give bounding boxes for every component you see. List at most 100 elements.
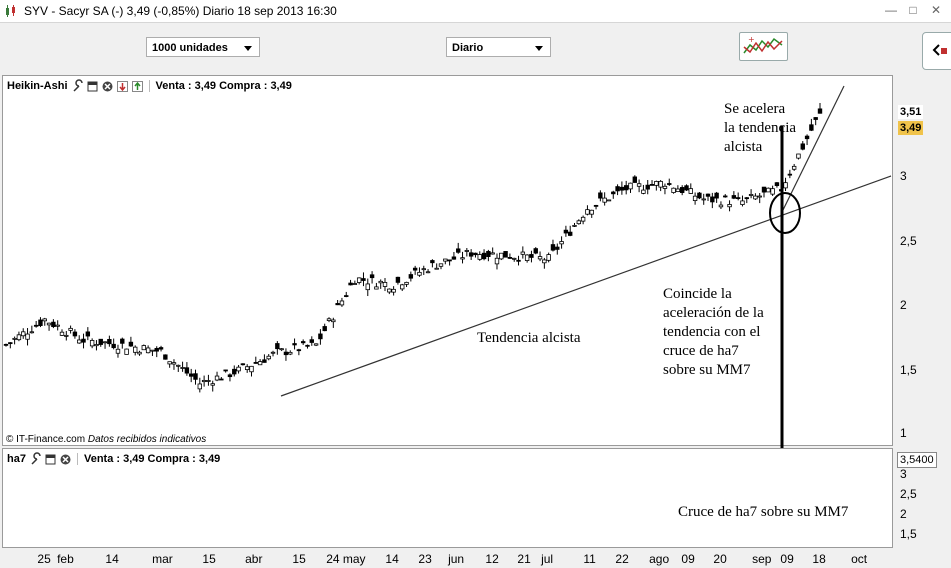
candle-body [150, 349, 155, 352]
indicator-panel[interactable]: ha7 Venta : 3,49 Compra : 3,49 [2, 448, 893, 548]
candle-body [240, 363, 246, 366]
close-circle-icon[interactable] [60, 454, 71, 465]
candle-body [223, 369, 228, 372]
candle-body [412, 267, 418, 271]
candle-body [761, 186, 767, 193]
candle-body [128, 341, 134, 347]
candle-body [219, 378, 224, 381]
candle-body [171, 362, 177, 365]
x-tick-label: ago [649, 552, 670, 566]
candle-body [331, 319, 336, 323]
candle-body [723, 195, 728, 198]
price-high-label: 3,51 [898, 105, 924, 119]
wrench-icon[interactable] [30, 451, 41, 465]
x-tick-label: 21 [517, 552, 531, 566]
data-credit: © IT-Finance.com Datos recibidos indicat… [6, 434, 206, 445]
acceleration-trend-line [782, 85, 845, 211]
units-select[interactable]: 1000 unidades [146, 37, 260, 57]
candle-body [688, 188, 693, 194]
window-icon[interactable] [45, 454, 56, 465]
arrow-down-icon[interactable] [116, 80, 128, 92]
y-tick-label: 1,5 [900, 363, 917, 377]
candle-body [344, 295, 349, 297]
candle-body [167, 361, 172, 365]
side-panel-button[interactable] [922, 32, 951, 70]
candle-body [740, 200, 745, 205]
close-button[interactable]: ✕ [930, 3, 942, 17]
candle-body [369, 274, 375, 279]
window-title: SYV - Sacyr SA (-) 3,49 (-0,85%) Diario … [24, 4, 337, 18]
candle-body [524, 254, 530, 261]
candle-body [29, 331, 35, 334]
candle-body [318, 333, 323, 340]
candle-body [585, 209, 590, 215]
annotation-acceleration-line-1: Se acelera [724, 101, 786, 117]
candle-body [197, 383, 203, 390]
candle-body [516, 259, 521, 262]
annotation-coincide-line-1: Coincide la [663, 286, 732, 302]
candle-body [628, 182, 633, 190]
candle-body [201, 379, 207, 383]
candle-body [649, 184, 655, 186]
candle-body [21, 331, 26, 337]
chart-tools-button[interactable]: + [739, 32, 788, 61]
candle-body [391, 288, 396, 293]
candle-body [12, 337, 17, 340]
wrench-icon[interactable] [72, 78, 83, 92]
candle-body [791, 165, 797, 170]
candle-body [550, 244, 556, 251]
candle-body [447, 259, 452, 262]
y-tick-label: 3 [900, 169, 907, 183]
x-tick-label: oct [851, 552, 868, 566]
candle-body [68, 327, 73, 331]
credit-brand: © IT-Finance.com [6, 434, 86, 445]
period-select[interactable]: Diario [446, 37, 551, 57]
last-price-badge: 3,49 [898, 121, 924, 135]
candle-body [275, 343, 280, 350]
annotation-trend: Tendencia alcista [477, 330, 581, 346]
candle-body [430, 260, 435, 264]
candle-body [154, 347, 159, 352]
candle-body [322, 326, 327, 332]
x-tick-label: 12 [485, 552, 499, 566]
candle-body [800, 143, 805, 150]
candle-body [64, 334, 69, 337]
candle-body [606, 199, 612, 202]
candle-body [735, 197, 741, 200]
candle-body [395, 276, 401, 283]
arrow-up-icon[interactable] [131, 80, 143, 92]
candle-body [507, 257, 513, 259]
candle-body [619, 186, 625, 191]
candle-body [184, 367, 190, 374]
x-tick-label: 09 [780, 552, 794, 566]
window-icon[interactable] [87, 81, 98, 92]
indicator-name: ha7 [7, 453, 26, 465]
candle-body [266, 355, 271, 360]
candle-body [503, 251, 508, 258]
candle-body [537, 256, 543, 260]
candle-body [249, 365, 254, 373]
toolbar: 1000 unidades Diario + [0, 23, 951, 73]
candle-body [141, 345, 147, 351]
candle-body [667, 183, 672, 185]
candle-body [270, 351, 276, 354]
candle-body [770, 188, 775, 195]
candle-body [257, 361, 263, 366]
candle-body [232, 368, 237, 375]
annotation-acceleration: Se acelera la tendencia alcista [724, 100, 796, 157]
close-circle-icon[interactable] [102, 81, 113, 92]
candle-body [283, 351, 289, 356]
candle-body [555, 246, 560, 250]
crossover-circle-main [769, 192, 801, 234]
minimize-button[interactable]: — [885, 3, 897, 17]
maximize-button[interactable]: □ [909, 3, 917, 17]
candle-body [546, 254, 551, 261]
candle-body [180, 367, 185, 369]
candle-body [244, 366, 250, 371]
candle-body [3, 343, 9, 346]
candle-body [623, 185, 629, 191]
x-tick-label: 14 [385, 552, 399, 566]
candle-body [636, 183, 642, 187]
candle-body [305, 344, 310, 347]
candle-body [94, 344, 99, 347]
